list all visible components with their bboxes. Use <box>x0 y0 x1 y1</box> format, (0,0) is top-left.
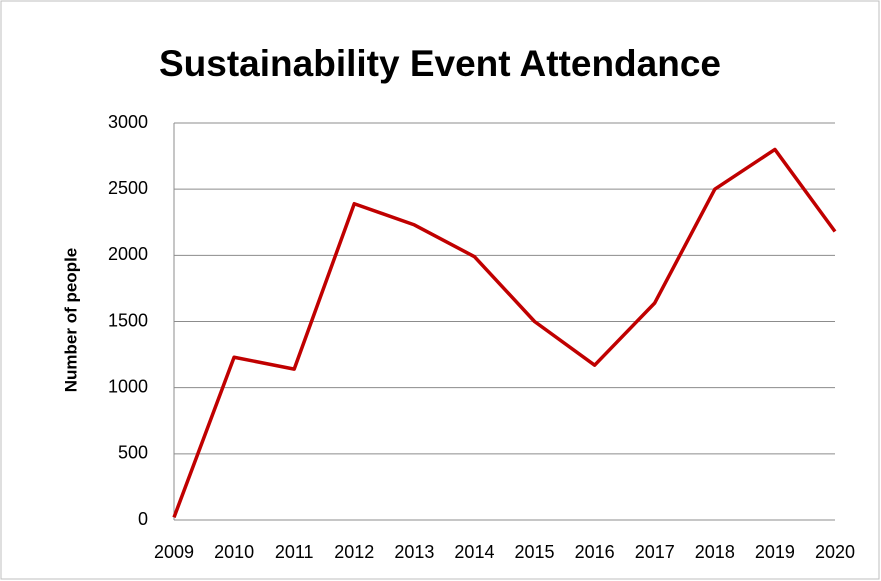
data-line <box>172 147 837 518</box>
x-tick-label: 2019 <box>755 542 795 562</box>
y-tick-label: 500 <box>118 443 148 463</box>
x-tick-label: 2020 <box>815 542 855 562</box>
x-tick-label: 2011 <box>275 542 314 562</box>
y-tick-label: 1500 <box>108 310 148 330</box>
x-tick-label: 2014 <box>454 542 494 562</box>
y-tick-label: 3000 <box>108 112 148 132</box>
x-tick-label: 2018 <box>695 542 735 562</box>
x-tick-label: 2009 <box>154 542 194 562</box>
x-tick-label: 2010 <box>214 542 254 562</box>
y-tick-label: 2500 <box>108 178 148 198</box>
x-tick-label: 2012 <box>334 542 374 562</box>
x-tick-label: 2013 <box>394 542 434 562</box>
x-tick-label: 2017 <box>635 542 675 562</box>
x-tick-label: 2015 <box>515 542 555 562</box>
chart-title: Sustainability Event Attendance <box>159 43 721 84</box>
y-tick-label: 0 <box>138 509 148 529</box>
y-axis-label: Number of people <box>61 248 80 393</box>
x-tick-label: 2016 <box>575 542 615 562</box>
y-tick-label: 1000 <box>108 376 148 396</box>
y-tick-label: 2000 <box>108 244 148 264</box>
